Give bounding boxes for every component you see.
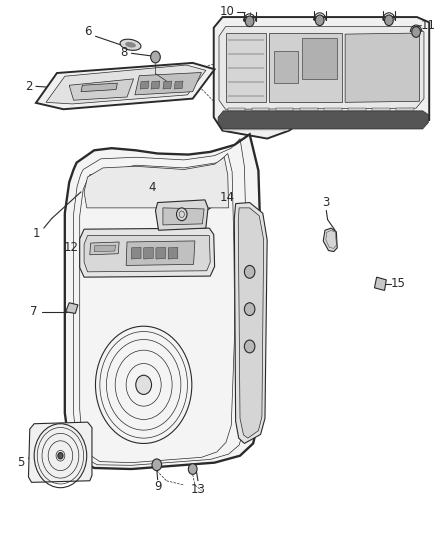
Circle shape (58, 453, 63, 459)
Polygon shape (144, 247, 153, 259)
Polygon shape (163, 81, 172, 89)
Circle shape (385, 15, 393, 26)
Text: 13: 13 (191, 483, 205, 496)
Polygon shape (174, 81, 183, 89)
Circle shape (136, 375, 152, 394)
Polygon shape (151, 81, 160, 89)
Polygon shape (80, 228, 215, 277)
Circle shape (244, 303, 255, 316)
Polygon shape (274, 51, 298, 83)
Text: 7: 7 (30, 305, 38, 318)
Polygon shape (226, 33, 266, 102)
Polygon shape (84, 157, 229, 208)
Circle shape (244, 265, 255, 278)
Polygon shape (374, 277, 386, 290)
Polygon shape (223, 111, 289, 131)
Ellipse shape (120, 39, 141, 50)
Polygon shape (345, 33, 420, 102)
Polygon shape (238, 208, 264, 438)
Polygon shape (218, 111, 428, 129)
Ellipse shape (125, 42, 136, 47)
Polygon shape (94, 245, 116, 252)
Circle shape (188, 464, 197, 474)
Polygon shape (276, 108, 293, 127)
Circle shape (315, 15, 324, 26)
Polygon shape (323, 228, 337, 252)
Polygon shape (163, 208, 204, 225)
Circle shape (245, 16, 254, 27)
Polygon shape (126, 241, 195, 265)
Polygon shape (140, 81, 149, 89)
Text: 5: 5 (18, 456, 25, 469)
Polygon shape (269, 33, 342, 102)
Polygon shape (228, 108, 245, 127)
Circle shape (152, 459, 162, 471)
Polygon shape (214, 17, 429, 139)
Polygon shape (90, 242, 119, 255)
Polygon shape (156, 247, 166, 259)
Circle shape (177, 208, 187, 221)
Text: 2: 2 (25, 80, 32, 93)
Text: 12: 12 (64, 241, 78, 254)
Circle shape (151, 51, 160, 63)
Polygon shape (135, 72, 201, 95)
Polygon shape (252, 108, 269, 127)
Polygon shape (84, 236, 210, 272)
Text: 11: 11 (421, 19, 436, 32)
Text: 9: 9 (154, 480, 162, 492)
Text: 4: 4 (148, 181, 156, 194)
Polygon shape (131, 247, 141, 259)
Polygon shape (46, 65, 206, 104)
Text: 1: 1 (32, 227, 40, 240)
Polygon shape (372, 108, 390, 127)
Polygon shape (348, 108, 366, 127)
Text: 10: 10 (219, 5, 234, 18)
Text: 14: 14 (219, 191, 234, 204)
Polygon shape (302, 38, 337, 79)
Text: 3: 3 (323, 196, 330, 209)
Text: 6: 6 (84, 26, 92, 38)
Polygon shape (300, 108, 318, 127)
Polygon shape (219, 27, 424, 109)
Polygon shape (324, 108, 342, 127)
Polygon shape (28, 422, 92, 482)
Polygon shape (66, 303, 78, 313)
Polygon shape (396, 108, 414, 127)
Circle shape (244, 340, 255, 353)
Polygon shape (155, 200, 208, 230)
Polygon shape (81, 83, 117, 92)
Text: 8: 8 (120, 46, 127, 59)
Polygon shape (234, 203, 267, 443)
Polygon shape (36, 63, 215, 109)
Polygon shape (168, 247, 178, 259)
Polygon shape (65, 134, 262, 469)
Circle shape (412, 27, 420, 37)
Polygon shape (69, 79, 134, 100)
Text: 15: 15 (390, 277, 405, 290)
